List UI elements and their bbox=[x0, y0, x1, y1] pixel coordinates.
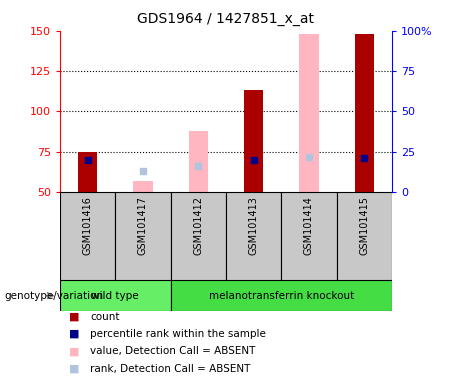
Title: GDS1964 / 1427851_x_at: GDS1964 / 1427851_x_at bbox=[137, 12, 314, 25]
Bar bbox=[281, 192, 337, 280]
Bar bbox=[60, 192, 115, 280]
Text: GSM101417: GSM101417 bbox=[138, 197, 148, 255]
Text: GSM101413: GSM101413 bbox=[248, 197, 259, 255]
Bar bbox=[189, 131, 208, 192]
Text: ■: ■ bbox=[69, 329, 80, 339]
Text: count: count bbox=[90, 312, 119, 322]
Bar bbox=[337, 192, 392, 280]
Text: value, Detection Call = ABSENT: value, Detection Call = ABSENT bbox=[90, 346, 255, 356]
Text: rank, Detection Call = ABSENT: rank, Detection Call = ABSENT bbox=[90, 364, 250, 374]
Bar bbox=[355, 34, 374, 192]
Text: GSM101412: GSM101412 bbox=[193, 197, 203, 255]
Bar bbox=[133, 181, 153, 192]
Bar bbox=[244, 90, 263, 192]
Text: wild type: wild type bbox=[91, 291, 139, 301]
Text: GSM101416: GSM101416 bbox=[83, 197, 93, 255]
Text: GSM101415: GSM101415 bbox=[359, 197, 369, 255]
Bar bbox=[226, 192, 281, 280]
Text: melanotransferrin knockout: melanotransferrin knockout bbox=[208, 291, 354, 301]
Text: ■: ■ bbox=[69, 364, 80, 374]
Text: percentile rank within the sample: percentile rank within the sample bbox=[90, 329, 266, 339]
Bar bbox=[171, 192, 226, 280]
Bar bbox=[78, 152, 97, 192]
Bar bbox=[171, 280, 392, 311]
Text: ■: ■ bbox=[69, 312, 80, 322]
Bar bbox=[115, 192, 171, 280]
Text: GSM101414: GSM101414 bbox=[304, 197, 314, 255]
Text: ■: ■ bbox=[69, 346, 80, 356]
Bar bbox=[60, 280, 171, 311]
Bar bbox=[299, 34, 319, 192]
Text: genotype/variation: genotype/variation bbox=[5, 291, 104, 301]
